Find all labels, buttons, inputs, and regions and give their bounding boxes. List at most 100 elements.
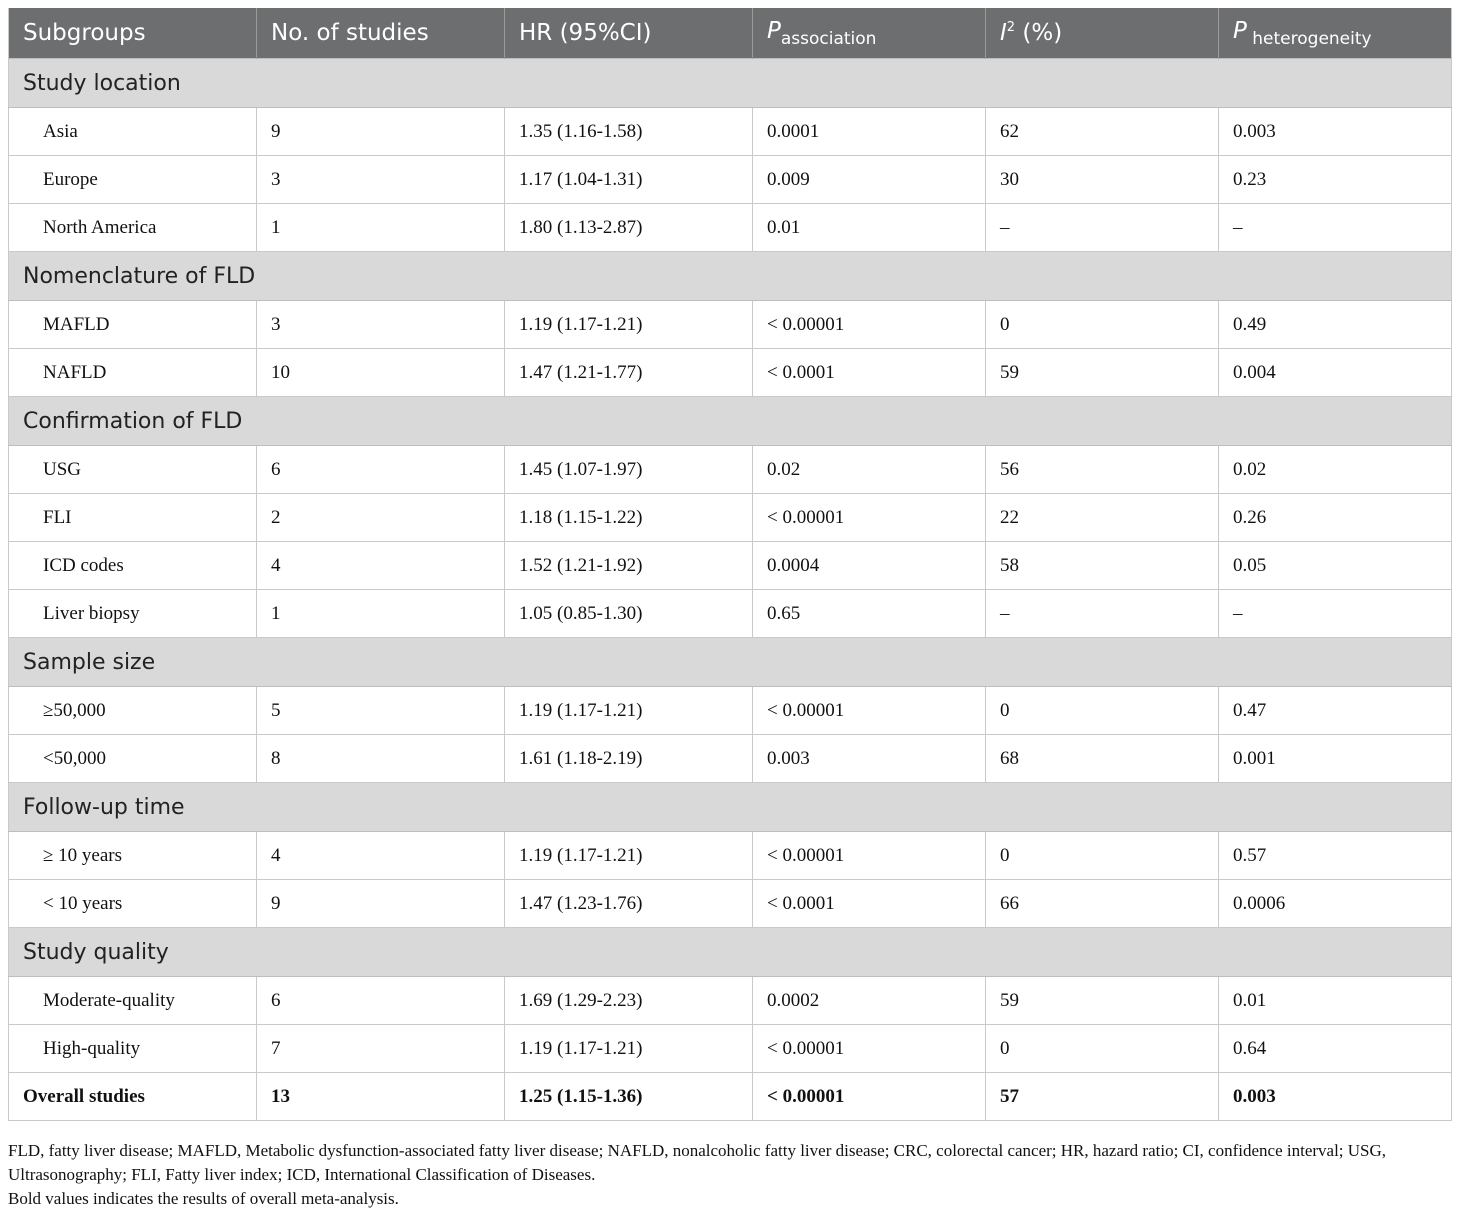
studies-cell: 6	[256, 445, 505, 494]
overall-subgroup-cell: Overall studies	[8, 1072, 257, 1121]
header-i2: I2 (%)	[985, 8, 1219, 59]
header-studies: No. of studies	[256, 8, 505, 59]
table-row: ≥50,000 5 1.19 (1.17-1.21) < 0.00001 0 0.47	[8, 686, 1452, 735]
hr-cell: 1.47 (1.21-1.77)	[504, 348, 753, 397]
section-header-row: Study quality	[8, 927, 1452, 977]
overall-studies-cell: 13	[256, 1072, 505, 1121]
section-title: Nomenclature of FLD	[8, 251, 1452, 301]
p-heterogeneity-cell: 0.0006	[1218, 879, 1452, 928]
overall-p-association-cell: < 0.00001	[752, 1072, 986, 1121]
header-p-symbol: P	[767, 17, 781, 44]
subgroup-cell: Asia	[8, 107, 257, 156]
p-association-cell: 0.009	[752, 155, 986, 204]
i2-cell: 56	[985, 445, 1219, 494]
subgroup-cell: NAFLD	[8, 348, 257, 397]
section-title: Study location	[8, 58, 1452, 108]
table-row: ICD codes 4 1.52 (1.21-1.92) 0.0004 58 0.05	[8, 541, 1452, 590]
hr-cell: 1.05 (0.85-1.30)	[504, 589, 753, 638]
section-header-row: Nomenclature of FLD	[8, 251, 1452, 301]
hr-cell: 1.17 (1.04-1.31)	[504, 155, 753, 204]
p-association-cell: 0.01	[752, 203, 986, 252]
i2-cell: 0	[985, 831, 1219, 880]
studies-cell: 8	[256, 734, 505, 783]
header-studies-text: No. of studies	[271, 20, 429, 46]
p-association-cell: < 0.00001	[752, 300, 986, 349]
p-association-cell: 0.0001	[752, 107, 986, 156]
table-row: Liver biopsy 1 1.05 (0.85-1.30) 0.65– –	[8, 589, 1452, 638]
overall-i2-cell: 57	[985, 1072, 1219, 1121]
studies-cell: 3	[256, 300, 505, 349]
hr-cell: 1.19 (1.17-1.21)	[504, 300, 753, 349]
i2-cell: 0	[985, 300, 1219, 349]
table-row: FLI 2 1.18 (1.15-1.22) < 0.00001 22 0.26	[8, 493, 1452, 542]
subgroup-cell: North America	[8, 203, 257, 252]
table-row: < 10 years 9 1.47 (1.23-1.76) < 0.0001 66 0.0…	[8, 879, 1452, 928]
i2-cell: –	[985, 203, 1219, 252]
header-p-association: Passociation	[752, 8, 986, 59]
header-hr: HR (95%CI)	[504, 8, 753, 59]
section-title: Confirmation of FLD	[8, 396, 1452, 446]
p-association-cell: < 0.00001	[752, 686, 986, 735]
subgroup-cell: < 10 years	[8, 879, 257, 928]
p-heterogeneity-cell: 0.64	[1218, 1024, 1452, 1073]
studies-cell: 9	[256, 107, 505, 156]
header-p-association-subscript: association	[780, 28, 877, 49]
p-heterogeneity-cell: 0.02	[1218, 445, 1452, 494]
p-heterogeneity-cell: 0.001	[1218, 734, 1452, 783]
table-row: Moderate-quality 6 1.69 (1.29-2.23) 0.0002 5…	[8, 976, 1452, 1025]
table-header-row: Subgroups No. of studies HR (95%CI) Pass…	[8, 8, 1452, 59]
hr-cell: 1.52 (1.21-1.92)	[504, 541, 753, 590]
table-row: North America 1 1.80 (1.13-2.87) 0.01– –	[8, 203, 1452, 252]
i2-cell: 0	[985, 1024, 1219, 1073]
hr-cell: 1.19 (1.17-1.21)	[504, 831, 753, 880]
p-association-cell: < 0.0001	[752, 879, 986, 928]
p-heterogeneity-cell: 0.004	[1218, 348, 1452, 397]
hr-cell: 1.69 (1.29-2.23)	[504, 976, 753, 1025]
abbreviations-note: FLD, fatty liver disease; MAFLD, Metabol…	[8, 1141, 1387, 1184]
hr-cell: 1.19 (1.17-1.21)	[504, 1024, 753, 1073]
section-header-row: Study location	[8, 58, 1452, 108]
p-association-cell: < 0.0001	[752, 348, 986, 397]
subgroup-cell: ≥50,000	[8, 686, 257, 735]
table-row: High-quality 7 1.19 (1.17-1.21) < 0.00001 0 0…	[8, 1024, 1452, 1073]
subgroup-cell: Liver biopsy	[8, 589, 257, 638]
section-header-row: Sample size	[8, 637, 1452, 687]
i2-cell: 58	[985, 541, 1219, 590]
subgroup-analysis-table: Subgroups No. of studies HR (95%CI) Pass…	[8, 8, 1452, 1121]
studies-cell: 3	[256, 155, 505, 204]
i2-cell: –	[985, 589, 1219, 638]
studies-cell: 4	[256, 541, 505, 590]
p-association-cell: < 0.00001	[752, 493, 986, 542]
subgroup-cell: ≥ 10 years	[8, 831, 257, 880]
overall-row: Overall studies 13 1.25 (1.15-1.36) < 0.000…	[8, 1072, 1452, 1121]
hr-cell: 1.18 (1.15-1.22)	[504, 493, 753, 542]
overall-p-heterogeneity-cell: 0.003	[1218, 1072, 1452, 1121]
p-heterogeneity-cell: 0.47	[1218, 686, 1452, 735]
subgroup-cell: Europe	[8, 155, 257, 204]
p-heterogeneity-cell: 0.57	[1218, 831, 1452, 880]
p-association-cell: 0.02	[752, 445, 986, 494]
table-row: ≥ 10 years 4 1.19 (1.17-1.21) < 0.00001 0 0.5…	[8, 831, 1452, 880]
i2-cell: 68	[985, 734, 1219, 783]
section-header-row: Confirmation of FLD	[8, 396, 1452, 446]
section-title: Study quality	[8, 927, 1452, 977]
p-heterogeneity-cell: 0.23	[1218, 155, 1452, 204]
p-heterogeneity-cell: –	[1218, 203, 1452, 252]
table-row: NAFLD 10 1.47 (1.21-1.77) < 0.0001 59 0.004	[8, 348, 1452, 397]
hr-cell: 1.35 (1.16-1.58)	[504, 107, 753, 156]
header-i-symbol: I	[1000, 20, 1007, 46]
i2-cell: 66	[985, 879, 1219, 928]
header-i2-unit: (%)	[1015, 20, 1063, 46]
studies-cell: 10	[256, 348, 505, 397]
subgroup-cell: High-quality	[8, 1024, 257, 1073]
header-p-het-symbol: P	[1233, 17, 1247, 44]
hr-cell: 1.47 (1.23-1.76)	[504, 879, 753, 928]
hr-cell: 1.80 (1.13-2.87)	[504, 203, 753, 252]
studies-cell: 1	[256, 589, 505, 638]
p-heterogeneity-cell: –	[1218, 589, 1452, 638]
hr-cell: 1.61 (1.18-2.19)	[504, 734, 753, 783]
header-p-heterogeneity: P heterogeneity	[1218, 8, 1452, 59]
section-title: Sample size	[8, 637, 1452, 687]
section-title: Follow-up time	[8, 782, 1452, 832]
header-hr-text: HR (95%CI)	[519, 20, 652, 46]
